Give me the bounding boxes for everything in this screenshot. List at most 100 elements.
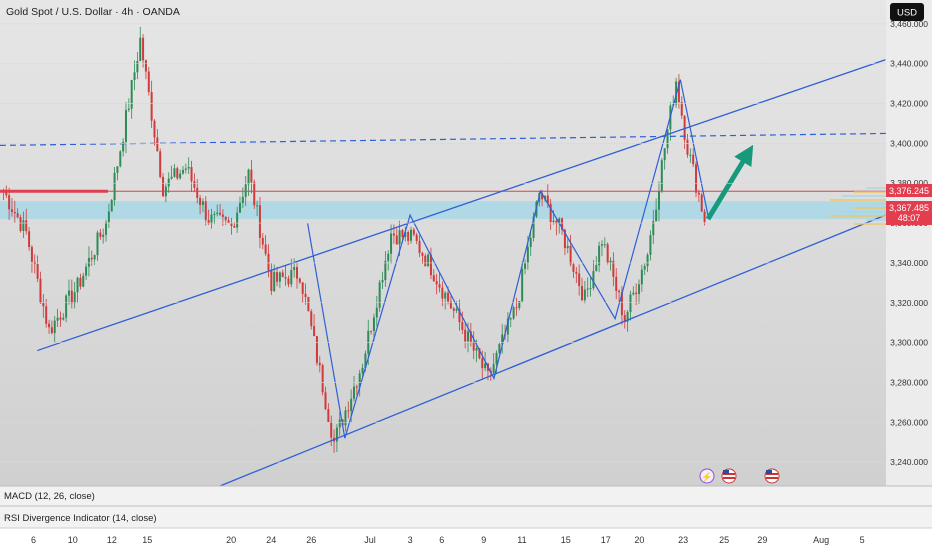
candle-body — [680, 102, 683, 116]
candle-body — [50, 327, 53, 334]
candle-body — [675, 81, 678, 105]
rsi-pane[interactable]: RSI Divergence Indicator (14, close) — [0, 505, 932, 528]
candle-body — [250, 169, 253, 183]
current-price-badge: 3,367.485 48:07 — [886, 201, 932, 225]
candle-body — [444, 292, 447, 299]
x-tick-label: 12 — [107, 535, 117, 545]
candle-body — [543, 195, 546, 200]
candle-body — [623, 315, 626, 322]
x-tick-label: 20 — [226, 535, 236, 545]
rsi-label: RSI Divergence Indicator (14, close) — [4, 513, 157, 524]
candle-body — [655, 209, 658, 222]
candle-body — [421, 252, 424, 256]
candle-body — [586, 288, 589, 290]
y-tick-label: 3,420.000 — [890, 99, 928, 109]
macd-pane[interactable]: MACD (12, 26, close) — [0, 485, 932, 506]
candle-body — [93, 255, 96, 260]
currency-button-label[interactable]: USD — [897, 8, 917, 19]
candle-body — [498, 344, 501, 353]
candle-body — [686, 139, 689, 155]
candle-body — [324, 392, 327, 410]
earnings-bolt-icon[interactable] — [699, 468, 715, 484]
candle-body — [213, 213, 216, 215]
candle-body — [70, 290, 73, 304]
candle-body — [99, 232, 102, 237]
volume-profile-bar — [842, 211, 886, 213]
candle-body — [387, 253, 390, 261]
candle-body — [581, 286, 584, 301]
y-tick-label: 3,400.000 — [890, 138, 928, 148]
time-axis[interactable]: 6 10 12 15 20 24 26 Jul 3 6 9 11 15 17 20 23 25 29 Aug 5 — [31, 535, 865, 545]
candle-body — [361, 367, 364, 374]
candle-body — [524, 263, 527, 269]
candle-body — [162, 176, 165, 197]
candle-body — [481, 358, 484, 369]
zigzag-pattern[interactable] — [306, 79, 709, 439]
candle-body — [258, 205, 261, 238]
candle-body — [293, 266, 296, 271]
candle-body — [48, 323, 51, 328]
candle-body — [216, 212, 219, 214]
candle-body — [219, 212, 222, 215]
volume-profile-bar — [854, 223, 886, 225]
us-flag-icon[interactable] — [764, 468, 780, 484]
us-flag-icon[interactable] — [721, 468, 737, 484]
candle-body — [335, 427, 338, 442]
candle-body — [640, 269, 643, 285]
candle-body — [147, 71, 150, 93]
candle-body — [13, 211, 16, 214]
bar-countdown: 48:07 — [898, 213, 921, 223]
candle-body — [484, 363, 487, 369]
candle-body — [506, 318, 509, 335]
last-price-badge: 3,376.245 — [886, 184, 932, 197]
candle-body — [119, 151, 122, 167]
y-tick-label: 3,260.000 — [890, 417, 928, 427]
price-axis[interactable]: 3,240.000 3,260.000 3,280.000 3,300.000 3,32… — [0, 19, 928, 467]
candle-body — [509, 318, 512, 320]
candle-body — [76, 277, 79, 293]
channel-upper-line[interactable] — [37, 59, 886, 352]
candle-body — [42, 302, 45, 307]
dashed-level-line[interactable] — [0, 132, 887, 147]
candle-body — [204, 201, 207, 220]
bullish-target-arrow[interactable] — [705, 144, 754, 221]
candle-body — [441, 287, 444, 299]
candle-body — [518, 301, 521, 308]
candle-body — [643, 266, 646, 270]
x-tick-label: 11 — [517, 535, 526, 545]
candle-body — [563, 229, 566, 249]
candle-body — [492, 364, 495, 373]
candle-body — [224, 216, 227, 221]
candle-body — [521, 268, 524, 302]
candle-body — [532, 216, 535, 238]
candle-body — [566, 245, 569, 249]
candle-body — [16, 213, 19, 218]
candle-body — [45, 306, 48, 324]
candle-body — [546, 195, 549, 204]
currency-button[interactable]: USD — [890, 3, 924, 21]
candle-body — [79, 277, 82, 287]
candle-body — [139, 37, 142, 62]
y-tick-label: 3,380.000 — [890, 178, 928, 188]
volume-profile-bar — [854, 207, 886, 209]
candle-body — [62, 317, 65, 320]
candle-body — [295, 266, 298, 279]
candle-body — [683, 115, 686, 140]
candle-body — [529, 237, 532, 247]
candle-body — [695, 164, 698, 193]
candle-body — [541, 193, 544, 200]
volume-profile-bar — [830, 199, 886, 201]
candle-body — [82, 275, 85, 287]
candle-body — [8, 195, 11, 210]
candle-body — [116, 166, 119, 173]
x-tick-label: 23 — [678, 535, 688, 545]
channel-lower-line[interactable] — [219, 214, 886, 487]
volume-profile-bar — [866, 219, 886, 221]
event-icons[interactable]: ⚡ — [699, 468, 780, 484]
y-tick-label: 3,280.000 — [890, 377, 928, 387]
candle-body — [201, 201, 204, 205]
candle-body — [526, 246, 529, 264]
candle-body — [412, 229, 415, 235]
candle-body — [692, 154, 695, 165]
